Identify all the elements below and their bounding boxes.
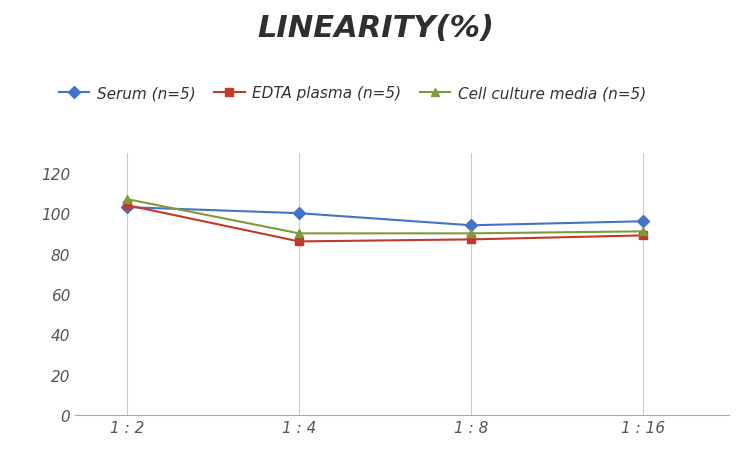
Cell culture media (n=5) (467, 231, 476, 236)
EDTA plasma (n=5) (295, 239, 304, 244)
Serum (n=5) (295, 211, 304, 216)
Cell culture media (n=5) (639, 229, 648, 235)
Legend: Serum (n=5), EDTA plasma (n=5), Cell culture media (n=5): Serum (n=5), EDTA plasma (n=5), Cell cul… (53, 80, 652, 107)
Serum (n=5) (123, 205, 132, 210)
Cell culture media (n=5) (123, 197, 132, 202)
Cell culture media (n=5) (295, 231, 304, 236)
Serum (n=5) (467, 223, 476, 229)
Line: Cell culture media (n=5): Cell culture media (n=5) (123, 195, 647, 238)
Line: Serum (n=5): Serum (n=5) (123, 203, 647, 230)
Line: EDTA plasma (n=5): EDTA plasma (n=5) (123, 202, 647, 246)
EDTA plasma (n=5) (639, 233, 648, 239)
Serum (n=5) (639, 219, 648, 225)
EDTA plasma (n=5) (123, 203, 132, 208)
EDTA plasma (n=5) (467, 237, 476, 243)
Text: LINEARITY(%): LINEARITY(%) (257, 14, 495, 42)
